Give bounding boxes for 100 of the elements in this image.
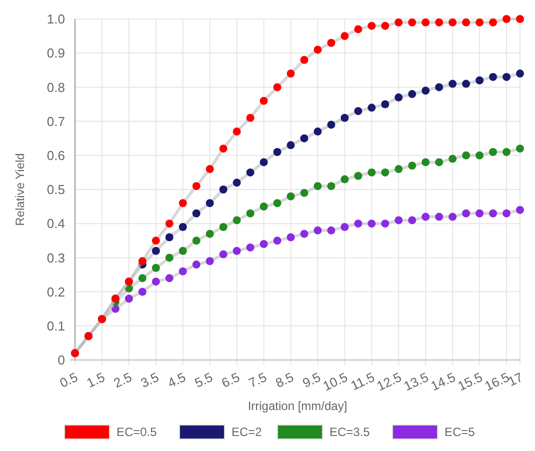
point <box>232 128 241 136</box>
point <box>138 274 146 282</box>
point <box>286 141 295 150</box>
point <box>489 72 498 81</box>
y-tick-label: 0.4 <box>46 216 65 232</box>
point <box>206 165 214 174</box>
y-tick-label: 0 <box>58 352 65 368</box>
point <box>476 209 484 218</box>
y-tick-label: 0.8 <box>46 80 65 95</box>
point <box>502 148 511 156</box>
point <box>314 182 322 190</box>
point <box>178 199 187 208</box>
point <box>300 230 308 238</box>
legend-label: EC=2 <box>232 425 262 440</box>
point <box>408 216 416 224</box>
point <box>422 18 430 26</box>
point <box>232 246 241 255</box>
point <box>368 220 376 228</box>
x-tick-label: 11.5 <box>348 369 377 394</box>
x-tick-label: 10.5 <box>320 369 350 394</box>
point <box>152 246 160 255</box>
point <box>516 15 524 23</box>
point <box>327 226 336 234</box>
point <box>422 158 430 166</box>
point <box>327 38 336 47</box>
point <box>178 246 187 255</box>
point <box>502 209 511 218</box>
point <box>394 165 403 174</box>
legend-label: EC=5 <box>444 425 476 440</box>
point <box>354 172 362 180</box>
x-tick-label: 3.5 <box>138 369 162 391</box>
legend-label: EC=0.5 <box>116 425 158 440</box>
point <box>165 233 174 242</box>
point <box>394 93 403 102</box>
point <box>300 188 308 197</box>
y-tick-label: 0.9 <box>46 46 65 61</box>
point <box>381 220 390 228</box>
y-tick-label: 0.6 <box>46 148 65 163</box>
point <box>314 46 322 54</box>
point <box>192 260 200 269</box>
point <box>206 257 214 266</box>
point <box>327 120 336 129</box>
point <box>516 70 524 78</box>
point <box>232 216 241 224</box>
point <box>368 104 376 112</box>
point <box>408 18 416 26</box>
point <box>408 90 416 98</box>
point <box>354 220 362 228</box>
x-axis-title: Irrigation [mm/day] <box>248 399 348 413</box>
point <box>462 18 470 26</box>
y-tick-label: 0.1 <box>46 318 65 334</box>
point <box>435 158 444 166</box>
point <box>422 86 430 95</box>
point <box>489 18 498 26</box>
legend-label: EC=3.5 <box>330 425 370 440</box>
x-tick-label: 4.5 <box>165 369 188 391</box>
point <box>381 100 390 108</box>
point <box>394 216 403 224</box>
x-tick-label: 5.5 <box>192 369 215 391</box>
point <box>314 226 322 234</box>
point <box>192 236 200 245</box>
point <box>340 223 349 232</box>
point <box>219 186 228 194</box>
point <box>232 178 241 187</box>
point <box>219 223 228 232</box>
x-tick-label: 1.5 <box>84 369 108 391</box>
point <box>124 284 133 292</box>
point <box>246 114 254 122</box>
point <box>273 148 282 156</box>
point <box>260 202 268 211</box>
point <box>246 209 254 218</box>
point <box>448 212 457 221</box>
point <box>178 267 187 276</box>
point <box>286 192 295 200</box>
point <box>138 257 146 266</box>
point <box>435 212 444 221</box>
point <box>354 107 362 116</box>
point <box>273 199 282 208</box>
point <box>300 56 308 64</box>
point <box>462 151 470 160</box>
point <box>516 144 524 153</box>
point <box>260 96 268 105</box>
point <box>178 223 187 232</box>
y-tick-label: 0.7 <box>46 114 65 129</box>
y-tick-label: 0.2 <box>46 284 65 300</box>
point <box>381 168 390 176</box>
point <box>246 168 254 176</box>
point <box>476 18 484 26</box>
point <box>448 80 457 88</box>
x-tick-label: 15.5 <box>455 369 485 394</box>
x-tick-label: 12.5 <box>374 369 404 394</box>
point <box>476 76 484 84</box>
point <box>462 80 470 88</box>
point <box>273 83 282 92</box>
point <box>111 304 120 313</box>
y-tick-label: 0.3 <box>46 250 65 266</box>
point <box>165 220 174 228</box>
point <box>489 209 498 218</box>
point <box>219 144 228 153</box>
point <box>340 175 349 184</box>
